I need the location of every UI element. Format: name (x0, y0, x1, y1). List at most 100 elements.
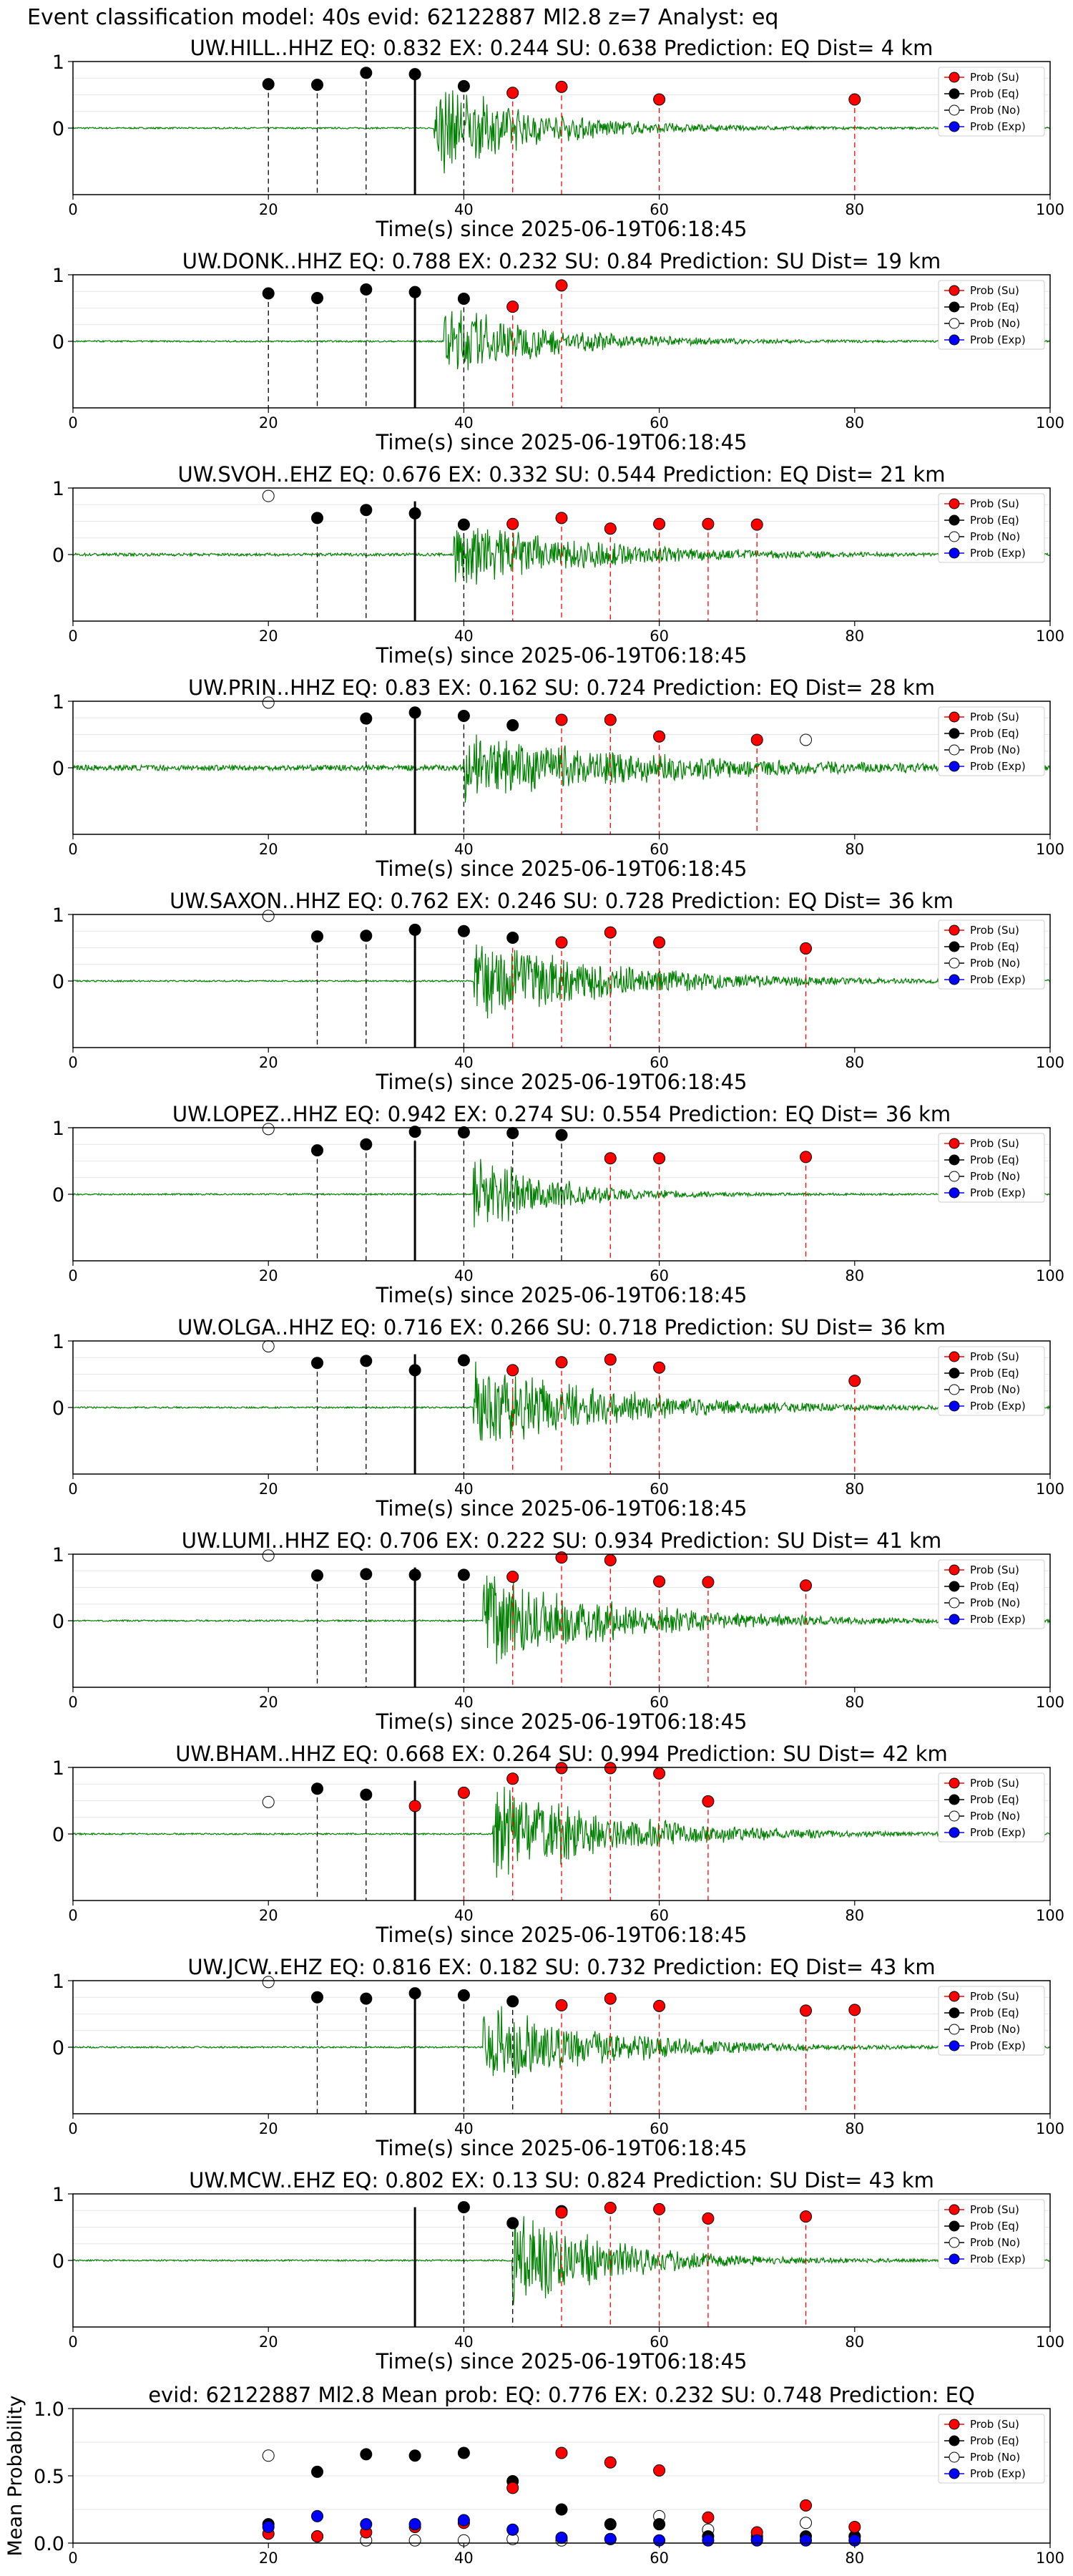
prob-exp-point (506, 2523, 519, 2536)
prob-su-point (653, 936, 666, 949)
x-axis-label: Time(s) since 2025-06-19T06:18:45 (376, 1070, 748, 1094)
prob-eq-point (311, 79, 323, 92)
x-tick-label: 60 (650, 1054, 669, 1071)
y-tick-label: 1 (52, 1757, 64, 1780)
prob-eq-point (360, 1788, 373, 1801)
prob-exp-point (262, 2520, 275, 2533)
prob-eq-point (360, 1992, 373, 2005)
legend: Prob (Su) Prob (Eq) Prob (No) Prob (Exp) (938, 493, 1045, 563)
prob-eq-point (262, 78, 275, 91)
prob-eq-point (506, 932, 519, 945)
prob-su-point (604, 2456, 617, 2469)
prob-su-point (604, 1762, 617, 1775)
x-tick-label: 20 (259, 1694, 278, 1711)
x-tick-label: 100 (1036, 1054, 1064, 1071)
prob-eq-point (360, 67, 373, 79)
prob-eq-point (457, 79, 470, 92)
x-tick-label: 60 (650, 1907, 669, 1924)
x-tick-label: 40 (454, 1694, 474, 1711)
prob-su-point (848, 93, 861, 106)
x-tick-label: 60 (650, 1480, 669, 1498)
legend-marker (949, 957, 960, 969)
legend-marker (949, 2204, 960, 2215)
legend-marker (949, 974, 960, 985)
legend-marker (949, 334, 960, 346)
prob-su-point (800, 1151, 812, 1163)
x-tick-label: 80 (845, 2550, 864, 2567)
legend-marker (949, 711, 960, 723)
legend-marker (949, 1614, 960, 1625)
x-axis-label: Time(s) since 2025-06-19T06:18:45 (376, 2349, 748, 2373)
prob-eq-point (653, 2518, 666, 2531)
prob-eq-point (408, 2449, 421, 2462)
prob-su-point (555, 80, 568, 93)
y-tick-label: 0 (52, 1397, 64, 1420)
x-tick-label: 40 (454, 1480, 474, 1498)
x-tick-label: 80 (845, 414, 864, 431)
legend-label: Prob (No) (970, 1596, 1020, 1609)
prob-exp-point (750, 2534, 763, 2547)
x-tick-label: 40 (454, 2120, 474, 2137)
legend-marker (949, 941, 960, 952)
legend-box (938, 706, 1045, 776)
x-tick-label: 40 (454, 1907, 474, 1924)
prob-su-point (506, 1364, 519, 1377)
x-tick-label: 20 (259, 841, 278, 858)
station-panel: UW.PRIN..HHZ EQ: 0.83 EX: 0.162 SU: 0.72… (52, 675, 1064, 881)
panel-title: UW.DONK..HHZ EQ: 0.788 EX: 0.232 SU: 0.8… (182, 249, 941, 273)
legend-label: Prob (Eq) (970, 87, 1019, 100)
legend-label: Prob (Exp) (970, 2253, 1026, 2265)
prob-eq-point (408, 68, 421, 81)
legend-marker (949, 2253, 960, 2265)
x-tick-label: 60 (650, 1267, 669, 1284)
prob-eq-point (457, 518, 470, 531)
legend-marker (949, 924, 960, 936)
legend-marker (949, 1810, 960, 1822)
panel-title: UW.SAXON..HHZ EQ: 0.762 EX: 0.246 SU: 0.… (170, 889, 954, 913)
x-tick-label: 20 (259, 201, 278, 218)
legend-label: Prob (Exp) (970, 760, 1026, 773)
prob-su-point (506, 1571, 519, 1584)
prob-no-point (262, 489, 275, 502)
legend-label: Prob (No) (970, 317, 1020, 330)
y-tick-label: 1 (52, 1331, 64, 1353)
legend-marker (949, 1154, 960, 1166)
legend-box (938, 280, 1045, 350)
prob-exp-point (800, 2534, 812, 2547)
prob-eq-point (457, 1568, 470, 1581)
x-tick-label: 40 (454, 414, 474, 431)
prob-su-point (555, 279, 568, 292)
x-tick-label: 80 (845, 201, 864, 218)
legend-label: Prob (Eq) (970, 2006, 1019, 2019)
panel-title: UW.OLGA..HHZ EQ: 0.716 EX: 0.266 SU: 0.7… (177, 1315, 946, 1340)
legend-marker (949, 2024, 960, 2035)
x-tick-label: 0 (68, 1054, 77, 1071)
prob-no-point (800, 733, 812, 746)
prob-su-point (555, 512, 568, 525)
prob-eq-point (408, 1987, 421, 2000)
legend-label: Prob (Exp) (970, 547, 1026, 560)
x-tick-label: 100 (1036, 2333, 1064, 2351)
prob-eq-point (360, 283, 373, 296)
prob-exp-point (311, 2509, 323, 2522)
legend-marker (949, 1351, 960, 1362)
prob-exp-point (604, 2532, 617, 2545)
legend-marker (949, 1597, 960, 1609)
prob-su-point (555, 1356, 568, 1369)
prob-eq-point (360, 930, 373, 942)
legend-label: Prob (Eq) (970, 1580, 1019, 1593)
legend-marker (949, 2435, 960, 2446)
x-tick-label: 80 (845, 1267, 864, 1284)
x-tick-label: 80 (845, 1054, 864, 1071)
station-panel: UW.OLGA..HHZ EQ: 0.716 EX: 0.266 SU: 0.7… (52, 1315, 1064, 1521)
legend-label: Prob (Su) (970, 2203, 1019, 2216)
x-axis-label: Time(s) since 2025-06-19T06:18:45 (376, 643, 748, 668)
prob-eq-point (311, 1357, 323, 1370)
prob-su-point (604, 1152, 617, 1165)
prob-eq-point (311, 2465, 323, 2478)
prob-exp-point (360, 2518, 373, 2531)
legend-marker (949, 1187, 960, 1199)
x-tick-label: 100 (1036, 414, 1064, 431)
x-tick-label: 0 (68, 841, 77, 858)
x-tick-label: 60 (650, 2333, 669, 2351)
